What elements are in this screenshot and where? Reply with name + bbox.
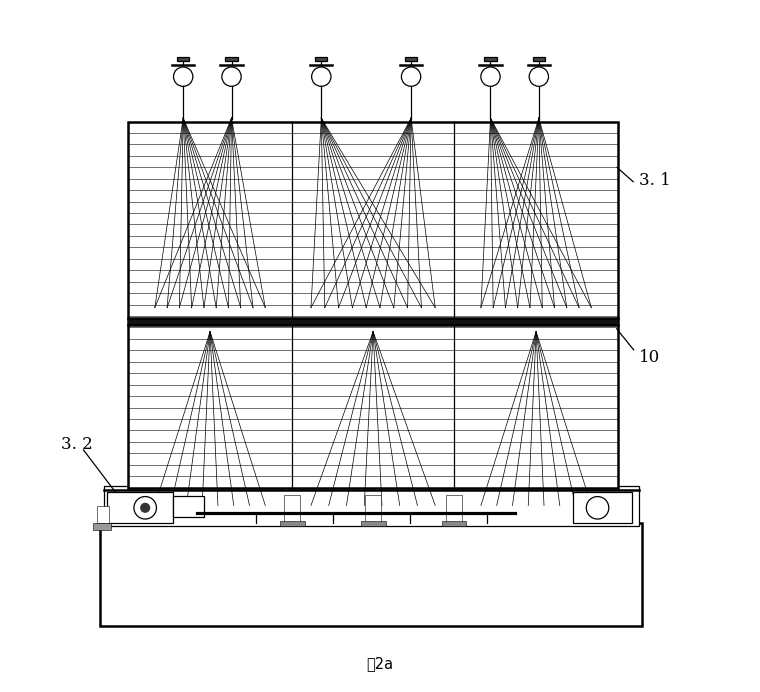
Bar <box>405 57 417 62</box>
Bar <box>315 57 328 62</box>
Bar <box>284 495 300 523</box>
Bar <box>173 496 204 516</box>
Bar <box>177 57 189 62</box>
Text: 3. 1: 3. 1 <box>639 172 671 189</box>
Bar <box>445 495 462 523</box>
Bar <box>128 122 619 488</box>
Bar <box>97 506 109 522</box>
Circle shape <box>140 503 150 513</box>
Bar <box>93 522 111 529</box>
Bar <box>100 523 642 626</box>
Bar <box>484 57 496 62</box>
Text: 图2a: 图2a <box>366 656 394 671</box>
Bar <box>533 57 545 62</box>
Text: 3. 2: 3. 2 <box>61 435 93 453</box>
Bar <box>442 521 467 526</box>
Bar <box>104 486 639 525</box>
Bar <box>361 521 385 526</box>
Bar <box>128 318 619 325</box>
Bar <box>226 57 238 62</box>
Bar <box>573 491 632 522</box>
Bar <box>365 495 382 523</box>
Bar <box>280 521 305 526</box>
Text: 10: 10 <box>639 349 660 366</box>
Bar <box>107 491 173 522</box>
